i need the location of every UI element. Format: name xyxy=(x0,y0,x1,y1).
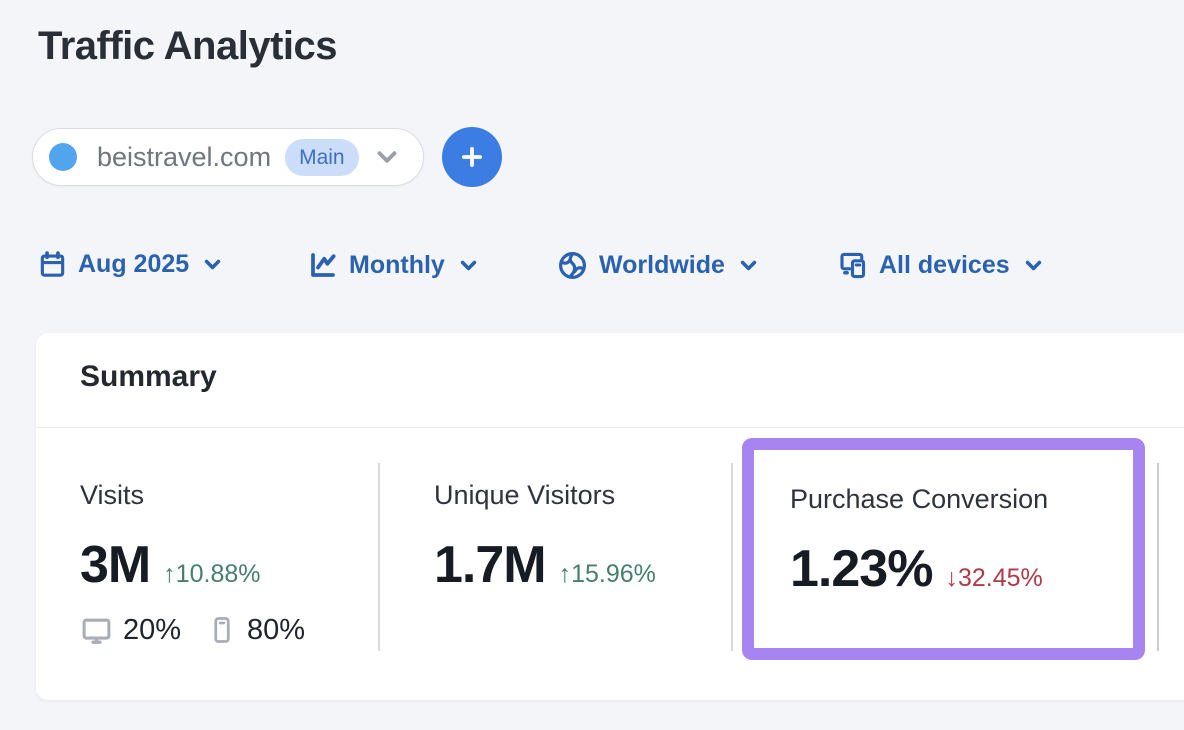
metric-label: Unique Visitors xyxy=(434,480,616,510)
metric-change-up: ↑15.96% xyxy=(558,560,656,588)
purchase-conversion-highlight-box: Purchase Conversion 1.23% ↓32.45% xyxy=(742,438,1145,660)
desktop-icon xyxy=(80,614,113,647)
metric-value: 1.23% xyxy=(790,540,933,598)
date-filter[interactable]: Aug 2025 xyxy=(38,250,222,279)
chevron-down-icon xyxy=(739,256,758,275)
calendar-icon xyxy=(38,250,67,279)
metric-divider xyxy=(1157,463,1159,651)
visits-metric: Visits 3M ↑10.88% 20% 80% xyxy=(80,479,305,647)
region-filter-label: Worldwide xyxy=(599,251,725,279)
devices-filter[interactable]: All devices xyxy=(838,250,1043,280)
metric-label: Purchase Conversion xyxy=(790,484,1049,514)
metric-label: Visits xyxy=(80,480,145,510)
domain-selector-row: beistravel.com Main xyxy=(32,127,502,187)
summary-card: Summary Visits 3M ↑10.88% 20% 80 xyxy=(36,333,1184,700)
metric-divider xyxy=(731,463,733,651)
page-title: Traffic Analytics xyxy=(38,24,338,68)
metric-change-up: ↑10.88% xyxy=(163,560,261,588)
plus-icon xyxy=(458,143,486,171)
chevron-down-icon xyxy=(375,145,399,169)
date-filter-label: Aug 2025 xyxy=(78,250,190,278)
add-domain-button[interactable] xyxy=(441,127,502,187)
chevron-down-icon xyxy=(459,256,478,275)
globe-icon xyxy=(557,250,588,281)
filters-bar: Aug 2025 Monthly Worldwide xyxy=(0,250,1184,296)
domain-name: beistravel.com xyxy=(97,141,272,172)
purchase-conversion-metric: Purchase Conversion 1.23% ↓32.45% xyxy=(754,450,1133,597)
granularity-filter-label: Monthly xyxy=(349,250,445,279)
metric-value: 3M xyxy=(80,536,151,594)
domain-status-dot-icon xyxy=(49,143,77,171)
chevron-down-icon xyxy=(1024,256,1043,275)
mobile-share: 80% xyxy=(247,613,306,646)
devices-filter-label: All devices xyxy=(879,250,1010,279)
metric-change-down: ↓32.45% xyxy=(945,564,1043,592)
summary-card-header: Summary xyxy=(36,333,1184,428)
region-filter[interactable]: Worldwide xyxy=(557,250,758,281)
chevron-down-icon xyxy=(203,255,222,274)
domain-selector[interactable]: beistravel.com Main xyxy=(32,128,424,186)
metric-divider xyxy=(378,463,380,651)
desktop-share: 20% xyxy=(123,613,182,646)
granularity-filter[interactable]: Monthly xyxy=(308,250,478,280)
main-badge: Main xyxy=(285,138,359,176)
summary-title: Summary xyxy=(80,360,217,393)
metric-value: 1.7M xyxy=(434,536,547,594)
line-chart-icon xyxy=(308,250,338,280)
devices-icon xyxy=(838,250,868,280)
device-split-row: 20% 80% xyxy=(80,613,305,647)
mobile-icon xyxy=(207,615,237,645)
unique-visitors-metric: Unique Visitors 1.7M ↑15.96% xyxy=(434,479,656,593)
